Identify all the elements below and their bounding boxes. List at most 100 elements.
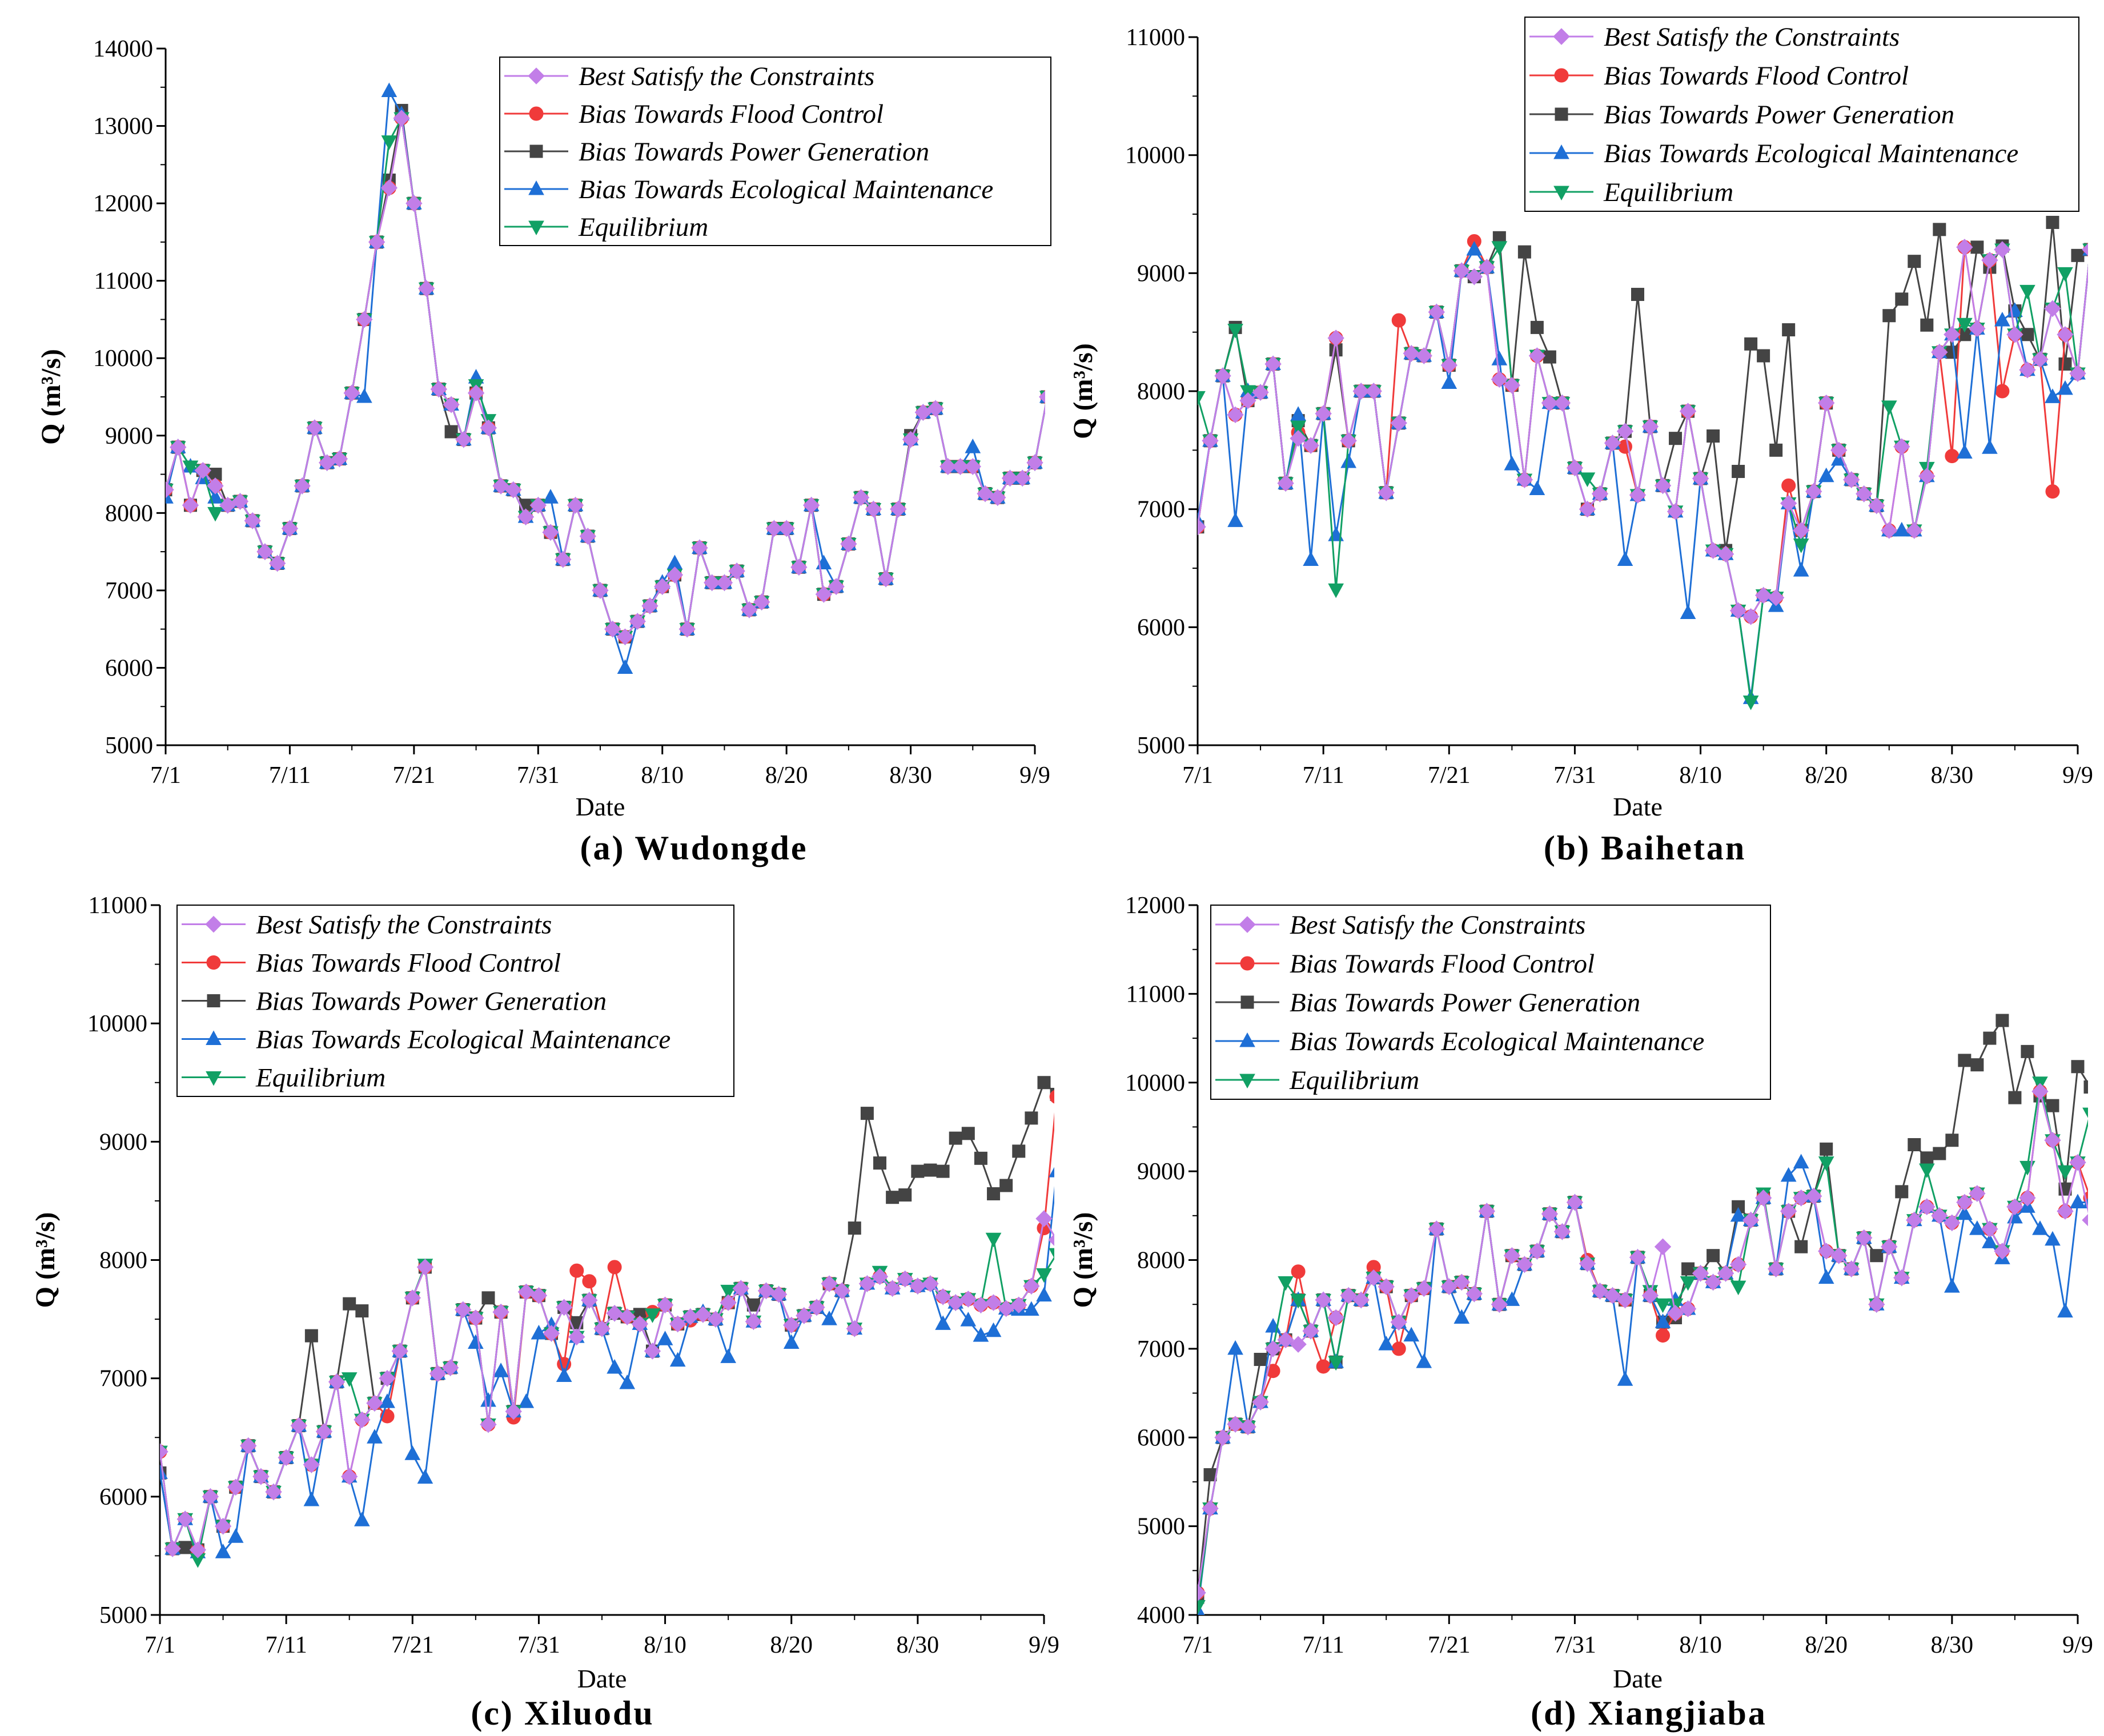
data-point	[2045, 388, 2061, 403]
data-point	[2031, 1083, 2049, 1100]
data-point	[1035, 1210, 1053, 1227]
data-point	[1227, 512, 1243, 527]
data-point	[1254, 1353, 1267, 1367]
panel-baihetan: 5000 6000 7000 8000 9000 10000 11000 7/1 7/11 7/2…	[1068, 17, 2093, 867]
data-point	[1579, 472, 1596, 487]
data-point	[1856, 1229, 1873, 1247]
data-point	[1014, 469, 1031, 487]
x-tick-label: 7/11	[1303, 762, 1344, 789]
data-point	[1543, 350, 1556, 364]
data-point	[1680, 1276, 1696, 1291]
data-point	[1881, 1238, 1898, 1255]
data-point	[579, 528, 596, 545]
legend-label: Bias Towards Power Generation	[579, 137, 929, 167]
data-point	[1503, 1247, 1521, 1264]
y-tick-label: 10000	[1125, 1070, 1185, 1096]
data-point	[669, 1352, 686, 1367]
data-point	[936, 1164, 950, 1178]
x-tick-label: 7/11	[266, 1632, 307, 1658]
data-point	[783, 1334, 800, 1349]
data-point	[2019, 1160, 2035, 1176]
legend-box	[176, 905, 734, 1097]
data-point	[1679, 1300, 1697, 1317]
data-point	[1478, 1203, 1496, 1220]
legend-label: Best Satisfy the Constraints	[1604, 22, 1900, 52]
data-point	[2031, 351, 2049, 368]
data-point	[644, 1308, 661, 1323]
data-point	[1604, 435, 1621, 452]
data-point	[1391, 1341, 1406, 1356]
data-point	[1782, 323, 1796, 337]
data-point	[1403, 1327, 1420, 1342]
data-point	[2069, 1154, 2086, 1171]
legend-marker	[528, 180, 544, 195]
data-point	[215, 1544, 231, 1558]
y-tick-label: 12000	[1125, 893, 1185, 919]
data-point	[1616, 423, 1634, 440]
data-point	[170, 439, 187, 456]
data-point	[1202, 432, 1219, 449]
data-point	[1792, 522, 1810, 539]
legend-label: Bias Towards Ecological Maintenance	[256, 1025, 670, 1055]
data-point	[354, 1512, 370, 1526]
data-point	[1239, 392, 1256, 409]
data-point	[1441, 374, 1457, 389]
legend: Best Satisfy the Constraints Bias Towards…	[1524, 17, 2079, 212]
data-point	[555, 550, 572, 568]
data-point	[1707, 1249, 1720, 1263]
data-point	[1365, 383, 1382, 400]
data-point	[1944, 1214, 1961, 1231]
data-point	[354, 1411, 371, 1428]
data-point	[2044, 1132, 2061, 1149]
data-point	[694, 1306, 712, 1323]
x-axis-title: Date	[577, 1664, 627, 1693]
data-point	[1504, 456, 1520, 471]
legend-marker	[206, 955, 221, 970]
data-point	[898, 1188, 912, 1202]
data-point	[2058, 357, 2072, 371]
data-point	[304, 1329, 318, 1343]
data-point	[1818, 1243, 1835, 1260]
data-point	[227, 1478, 244, 1496]
series-triangle-up	[1198, 1154, 2088, 1615]
data-point	[568, 1328, 585, 1345]
data-point	[1604, 1287, 1621, 1304]
data-point	[416, 1259, 434, 1276]
y-axis-title: Q (m³/s)	[1068, 343, 1098, 439]
legend-marker	[1239, 916, 1256, 933]
x-tick-label: 8/20	[765, 762, 808, 789]
series-line	[1198, 246, 2088, 703]
data-point	[707, 1311, 724, 1328]
y-tick-label: 5000	[1137, 733, 1185, 759]
data-point	[1717, 1265, 1734, 1282]
data-point	[1048, 1233, 1054, 1246]
data-point	[1553, 1223, 1571, 1240]
data-point	[631, 1315, 649, 1333]
data-point	[821, 1311, 837, 1325]
data-point	[1918, 468, 1936, 485]
data-point	[1315, 1291, 1332, 1309]
data-point	[164, 1540, 181, 1557]
legend-label: Equilibrium	[578, 212, 708, 242]
data-point	[607, 1359, 623, 1374]
data-point	[1252, 384, 1269, 401]
data-point	[1001, 469, 1019, 487]
x-tick-label: 7/21	[1428, 1632, 1471, 1658]
data-point	[1958, 1054, 1972, 1067]
data-point	[1327, 329, 1344, 347]
data-point	[1843, 1260, 1860, 1277]
data-point	[1227, 1340, 1243, 1355]
legend-marker	[1553, 186, 1569, 201]
y-tick-label: 8000	[1137, 1248, 1185, 1274]
y-tick-label: 6000	[105, 655, 153, 681]
data-point	[1744, 337, 1758, 351]
data-point	[1198, 518, 1206, 536]
data-point	[1895, 1185, 1909, 1199]
data-point	[1893, 521, 1910, 537]
data-point	[517, 1283, 535, 1301]
data-point	[617, 659, 633, 674]
legend-marker	[1555, 107, 1568, 121]
data-point	[1868, 1296, 1885, 1313]
data-point	[567, 497, 584, 514]
